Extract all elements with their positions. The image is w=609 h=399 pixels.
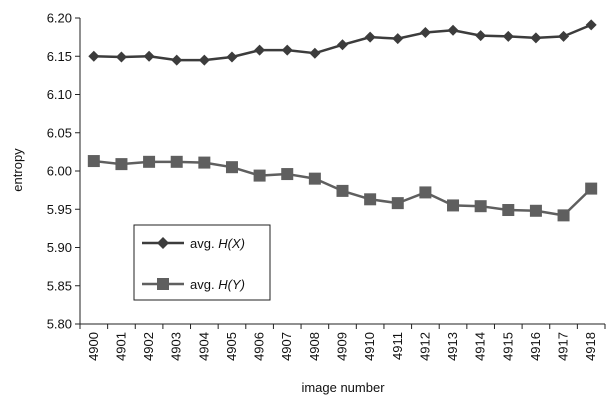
legend-prefix-hy: avg.	[190, 277, 218, 292]
y-axis-ticks: 6.20 6.15 6.10 6.05 6.00 5.95 5.90 5.85 5.80	[47, 11, 80, 332]
series-hx	[88, 19, 597, 66]
x-axis-ticks: 4900 4901 4902 4903 4904 4905 4906 4907 4908 4909…	[79, 324, 606, 361]
x-tick-label: 4915	[500, 332, 515, 361]
data-point-hy	[419, 186, 432, 199]
data-point-hy	[585, 182, 598, 195]
y-tick-label: 5.80	[47, 317, 72, 332]
y-tick-label: 5.90	[47, 240, 72, 255]
data-point-hx	[530, 32, 542, 44]
data-point-hy	[198, 156, 211, 169]
x-tick-label: 4908	[307, 332, 322, 361]
y-tick-label: 6.15	[47, 49, 72, 64]
data-point-hx	[88, 50, 100, 62]
legend-marker-hx	[157, 237, 169, 249]
x-tick-label: 4902	[141, 332, 156, 361]
data-point-hx	[419, 27, 431, 39]
y-axis-label: entropy	[10, 148, 25, 192]
x-tick-label: 4916	[528, 332, 543, 361]
x-tick-label: 4901	[113, 332, 128, 361]
x-tick-label: 4903	[169, 332, 184, 361]
x-tick-label: 4914	[473, 332, 488, 361]
x-tick-label: 4907	[279, 332, 294, 361]
chart-legend: avg. H(X) avg. H(Y)	[133, 224, 271, 301]
data-point-hy	[253, 169, 266, 182]
legend-label-hy: avg. H(Y)	[190, 277, 245, 292]
series-hy	[87, 155, 598, 222]
data-point-hx	[171, 54, 183, 66]
y-tick-label: 6.05	[47, 125, 72, 140]
y-tick-label: 5.95	[47, 202, 72, 217]
data-point-hy	[447, 199, 460, 212]
data-point-hy	[364, 193, 377, 206]
legend-prefix-hx: avg.	[190, 236, 218, 251]
data-point-hx	[585, 19, 597, 31]
x-tick-label: 4913	[445, 332, 460, 361]
y-tick-label: 6.10	[47, 87, 72, 102]
data-point-hx	[226, 51, 238, 63]
legend-label-hx: avg. H(X)	[190, 236, 245, 251]
data-point-hy	[143, 155, 156, 168]
data-point-hy	[225, 161, 238, 174]
data-point-hx	[198, 54, 210, 66]
y-tick-label: 6.20	[47, 11, 72, 26]
data-point-hx	[447, 24, 459, 36]
x-tick-label: 4909	[335, 332, 350, 361]
x-tick-label: 4906	[252, 332, 267, 361]
data-point-hy	[502, 204, 515, 217]
legend-series-name-hx: H(X)	[218, 236, 245, 251]
x-tick-label: 4911	[390, 332, 405, 360]
data-point-hx	[558, 30, 570, 42]
x-tick-label: 4905	[224, 332, 239, 361]
data-point-hy	[87, 155, 100, 168]
data-point-hx	[337, 39, 348, 51]
x-tick-label: 4904	[196, 332, 211, 361]
data-point-hy	[281, 168, 294, 181]
x-axis-label: image number	[301, 380, 385, 395]
legend-marker-hy	[157, 278, 169, 290]
x-tick-label: 4912	[417, 332, 432, 361]
y-tick-label: 5.85	[47, 278, 72, 293]
x-tick-label: 4918	[583, 332, 598, 361]
chart-series	[87, 19, 598, 222]
legend-series-name-hy: H(Y)	[218, 277, 245, 292]
data-point-hy	[336, 184, 349, 197]
x-tick-label: 4917	[556, 332, 571, 361]
data-point-hx	[364, 31, 376, 43]
data-point-hx	[281, 44, 293, 56]
data-point-hx	[392, 33, 404, 45]
data-point-hx	[475, 30, 487, 42]
x-tick-label: 4910	[362, 332, 377, 361]
y-tick-label: 6.00	[47, 164, 72, 179]
legend-box	[133, 224, 271, 301]
data-point-hy	[391, 197, 404, 210]
data-point-hx	[143, 50, 155, 62]
data-point-hy	[557, 209, 570, 222]
data-point-hx	[502, 30, 514, 42]
data-point-hy	[170, 155, 183, 168]
x-tick-label: 4900	[86, 332, 101, 361]
data-point-hx	[115, 51, 127, 63]
data-point-hy	[115, 158, 128, 171]
data-point-hy	[529, 204, 542, 217]
data-point-hx	[309, 47, 321, 59]
data-point-hy	[308, 172, 321, 185]
data-point-hx	[254, 44, 266, 56]
data-point-hy	[474, 200, 487, 213]
